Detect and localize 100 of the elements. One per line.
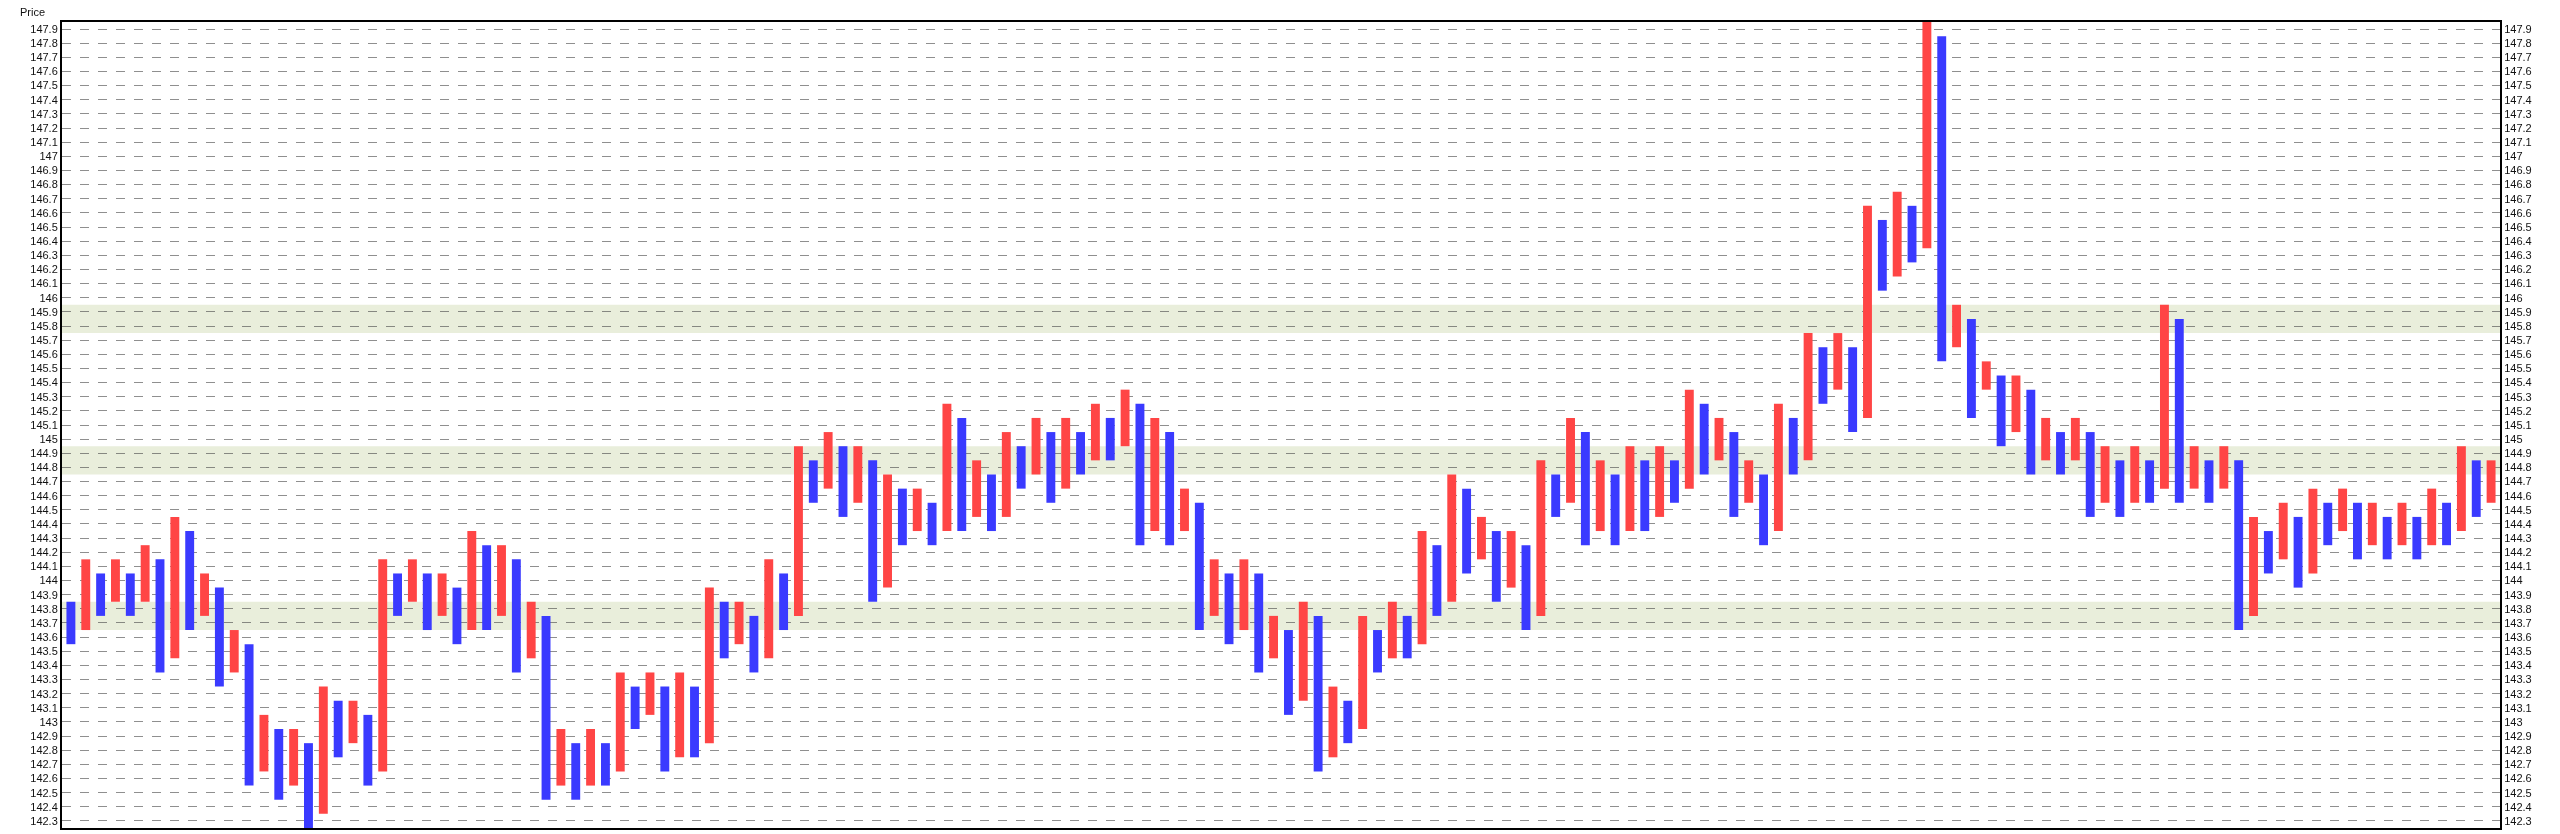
- y-tick-label: 147.9: [30, 22, 58, 35]
- y2-tick-label: 147.4: [2504, 93, 2532, 106]
- bar: [586, 729, 596, 786]
- bar: [1358, 615, 1368, 730]
- bar: [1580, 432, 1590, 546]
- y-tick-label: 143.1: [30, 701, 58, 714]
- bar: [1150, 417, 1160, 532]
- y-tick-label: 145.8: [30, 319, 58, 332]
- bar: [2382, 516, 2392, 560]
- y2-tick-label: 147.1: [2504, 136, 2532, 149]
- bar: [1180, 488, 1189, 532]
- y-tick-label: 144.8: [30, 461, 58, 474]
- y2-tick-label: 143.7: [2504, 616, 2532, 629]
- y-tick-label: 146.1: [30, 277, 58, 290]
- y2-tick-label: 144.4: [2504, 517, 2532, 530]
- y2-tick-label: 142.5: [2504, 786, 2532, 799]
- bar: [853, 446, 863, 503]
- bar: [1670, 460, 1679, 503]
- y2-tick-label: 145.6: [2504, 348, 2532, 361]
- y2-tick-label: 147.6: [2504, 65, 2532, 78]
- bar: [1551, 474, 1561, 517]
- bar: [838, 446, 848, 517]
- bar: [1417, 531, 1427, 645]
- bar: [2249, 516, 2258, 616]
- bar: [1922, 22, 1932, 249]
- bar: [600, 743, 610, 786]
- y2-tick-label: 146.7: [2504, 192, 2532, 205]
- y2-tick-label: 146.6: [2504, 206, 2532, 219]
- y-tick-label: 144.2: [30, 546, 58, 559]
- y-tick-label: 147.5: [30, 79, 58, 92]
- bar: [1105, 417, 1115, 461]
- y-tick-label: 142.8: [30, 744, 58, 757]
- y-tick-label: 146.5: [30, 220, 58, 233]
- bar: [2412, 516, 2422, 560]
- bar: [1165, 432, 1175, 546]
- y2-tick-label: 143.8: [2504, 602, 2532, 615]
- bar: [912, 488, 922, 532]
- y-tick-label: 147.8: [30, 37, 58, 50]
- bar: [1194, 502, 1204, 631]
- bar: [2367, 502, 2377, 546]
- bar: [793, 446, 803, 616]
- y2-tick-label: 144.9: [2504, 447, 2532, 460]
- bar: [1120, 389, 1130, 447]
- y-tick-label: 143: [39, 715, 58, 728]
- y-tick-label: 145: [39, 432, 58, 445]
- bar: [942, 403, 952, 532]
- bar: [690, 686, 699, 758]
- bar: [333, 700, 343, 758]
- bar: [467, 531, 477, 631]
- bar: [808, 460, 818, 503]
- bar: [1966, 318, 1976, 418]
- y-tick-label: 146.4: [30, 235, 58, 248]
- y2-tick-label: 146.4: [2504, 235, 2532, 248]
- bar: [422, 573, 432, 631]
- y-tick-label: 144.1: [30, 560, 58, 573]
- y-tick-label: 142.7: [30, 758, 58, 771]
- y2-tick-label: 147.3: [2504, 107, 2532, 120]
- bar: [2145, 460, 2155, 503]
- bar: [2159, 304, 2169, 489]
- bar: [2219, 446, 2229, 489]
- y2-tick-label: 142.6: [2504, 772, 2532, 785]
- bar: [719, 601, 729, 659]
- bar: [125, 573, 135, 616]
- bar: [1640, 460, 1650, 532]
- bar: [81, 559, 91, 631]
- bar: [1848, 347, 1858, 433]
- bar: [630, 686, 640, 730]
- y-tick-label: 144.3: [30, 531, 58, 544]
- y2-tick-label: 147.5: [2504, 79, 2532, 92]
- y-tick-label: 144: [39, 574, 58, 587]
- bar: [2442, 502, 2451, 546]
- bar: [1373, 630, 1382, 673]
- bar: [214, 587, 224, 687]
- bar: [1298, 601, 1308, 701]
- y2-tick-label: 143.3: [2504, 673, 2532, 686]
- y-tick-label: 142.6: [30, 772, 58, 785]
- y-tick-label: 145.9: [30, 305, 58, 318]
- y2-tick-label: 143.2: [2504, 687, 2532, 700]
- bar: [363, 714, 373, 786]
- bar: [1863, 205, 1872, 418]
- bar: [1476, 516, 1486, 560]
- bar: [1773, 403, 1783, 532]
- bar: [571, 743, 581, 800]
- bar: [704, 587, 714, 744]
- bar: [111, 559, 120, 602]
- y-tick-label: 146.6: [30, 206, 58, 219]
- y-tick-label: 145.6: [30, 348, 58, 361]
- y-tick-label: 144.9: [30, 447, 58, 460]
- y-tick-label: 143.8: [30, 602, 58, 615]
- bar: [1269, 615, 1279, 659]
- y-tick-label: 147.2: [30, 121, 58, 134]
- y2-tick-label: 146.1: [2504, 277, 2532, 290]
- y-tick-label: 143.6: [30, 630, 58, 643]
- y2-tick-label: 145.3: [2504, 390, 2532, 403]
- y2-tick-label: 146.2: [2504, 263, 2532, 276]
- bar: [957, 417, 967, 532]
- y-tick-label: 143.7: [30, 616, 58, 629]
- bar: [2323, 502, 2333, 546]
- bar: [2115, 460, 2125, 517]
- bar: [511, 559, 521, 673]
